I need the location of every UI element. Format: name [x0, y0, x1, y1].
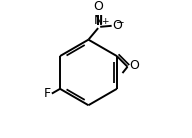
Text: N: N — [94, 14, 103, 27]
Text: O: O — [113, 19, 122, 32]
Text: −: − — [116, 18, 125, 28]
Text: O: O — [93, 0, 103, 13]
Text: +: + — [101, 17, 108, 26]
Text: O: O — [129, 59, 139, 72]
Text: F: F — [44, 87, 51, 100]
